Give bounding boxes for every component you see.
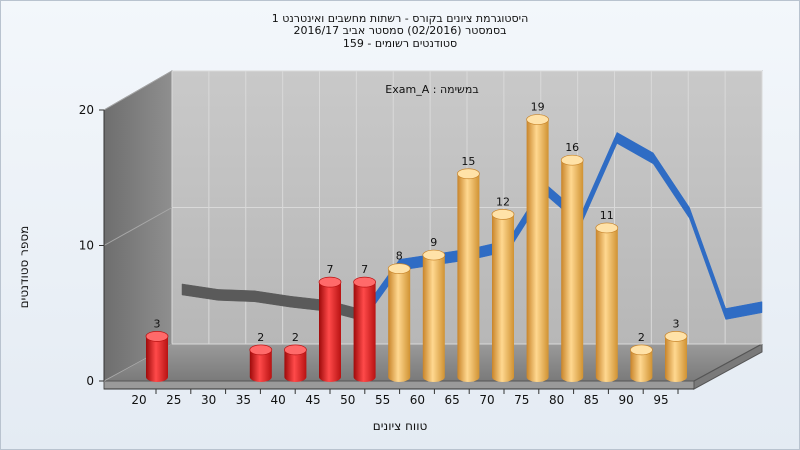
chart-title-line-3: סטודנטים רשומים - 159 bbox=[342, 37, 458, 50]
x-tick-label: 65 bbox=[445, 393, 460, 407]
bar-80-85-top bbox=[560, 154, 584, 166]
x-tick-label: 25 bbox=[166, 393, 181, 407]
floor-front-edge bbox=[103, 380, 695, 390]
bar-40-45-top bbox=[284, 344, 307, 356]
bar-60-65-body bbox=[422, 255, 445, 382]
bar-80-85-body bbox=[561, 160, 584, 382]
data-label-65-70: 15 bbox=[461, 155, 475, 168]
trend-segment bbox=[218, 289, 255, 303]
bar-65-70-body bbox=[457, 173, 480, 382]
bar-70-75-body bbox=[492, 214, 514, 382]
data-label-45-50: 7 bbox=[327, 263, 334, 276]
data-label-60-65: 9 bbox=[430, 236, 437, 249]
grid-line-side bbox=[103, 207, 173, 246]
data-label-80-85: 16 bbox=[565, 141, 579, 154]
bar-20-25-top bbox=[145, 331, 169, 342]
chart-title-line-2: בסמסטר (02/2016) סמסטר אביב 2016/17 bbox=[293, 24, 507, 37]
bar-70-75-top bbox=[491, 209, 515, 220]
bar-65-70-top bbox=[457, 168, 480, 180]
bar-75-80-body bbox=[526, 119, 549, 383]
bar-55-60-top bbox=[387, 263, 411, 274]
bar-50-55-top bbox=[353, 276, 376, 288]
x-tick-label: 50 bbox=[340, 393, 355, 407]
y-tick-label: 20 bbox=[79, 103, 94, 117]
bar-95-100-body bbox=[665, 336, 687, 382]
bar-35-40 bbox=[249, 344, 273, 382]
x-tick-label: 85 bbox=[584, 393, 599, 407]
data-label-35-40: 2 bbox=[257, 331, 264, 344]
exam-annotation: Exam_A : במשימה bbox=[385, 83, 478, 96]
bar-85-90-body bbox=[595, 227, 618, 382]
bar-90-95-top bbox=[630, 344, 653, 356]
bar-80-85 bbox=[560, 154, 584, 382]
data-label-90-95: 2 bbox=[638, 331, 645, 344]
data-label-20-25: 3 bbox=[154, 317, 161, 330]
bar-85-90-top bbox=[595, 222, 619, 234]
bar-60-65 bbox=[422, 249, 446, 382]
grid-line-side bbox=[103, 70, 173, 111]
x-axis-label: טווח ציונים bbox=[372, 419, 428, 433]
bar-55-60 bbox=[387, 263, 411, 382]
y-tick-label: 0 bbox=[86, 374, 94, 388]
bar-20-25-body bbox=[146, 336, 168, 382]
bar-70-75 bbox=[491, 209, 515, 382]
bar-65-70 bbox=[457, 168, 480, 382]
data-label-40-45: 2 bbox=[292, 331, 299, 344]
bar-95-100-top bbox=[664, 331, 688, 342]
bar-45-50 bbox=[318, 276, 342, 382]
x-tick-label: 80 bbox=[549, 393, 564, 407]
x-tick-label: 95 bbox=[653, 393, 668, 407]
bar-85-90 bbox=[595, 222, 619, 382]
x-tick-label: 75 bbox=[514, 393, 529, 407]
x-tick-label: 35 bbox=[236, 393, 251, 407]
x-tick-label: 30 bbox=[201, 393, 216, 407]
bar-50-55 bbox=[353, 276, 376, 382]
bar-90-95 bbox=[630, 344, 653, 382]
bar-95-100 bbox=[664, 331, 688, 382]
bar-40-45-body bbox=[284, 349, 307, 382]
x-tick-label: 45 bbox=[305, 393, 320, 407]
x-tick-label: 40 bbox=[271, 393, 286, 407]
floor-side-edge bbox=[693, 343, 763, 390]
data-label-85-90: 11 bbox=[600, 209, 614, 222]
bar-55-60-body bbox=[388, 268, 411, 382]
bar-35-40-top bbox=[249, 344, 273, 356]
x-tick-label: 70 bbox=[479, 393, 494, 407]
trend-segment bbox=[725, 301, 763, 320]
data-label-95-100: 3 bbox=[673, 317, 680, 330]
bar-45-50-top bbox=[318, 276, 342, 288]
bar-45-50-body bbox=[319, 282, 341, 382]
bar-50-55-body bbox=[353, 282, 376, 382]
bar-75-80-top bbox=[526, 114, 549, 125]
x-tick-label: 90 bbox=[619, 393, 634, 407]
x-tick-label: 60 bbox=[410, 393, 425, 407]
bar-40-45 bbox=[284, 344, 307, 382]
bar-60-65-top bbox=[422, 249, 446, 261]
bar-35-40-body bbox=[249, 349, 272, 382]
bar-90-95-body bbox=[630, 349, 653, 382]
chart-title-line-1: היסטוגרמת ציונים בקורס - רשתות מחשבים וא… bbox=[271, 12, 529, 25]
bar-75-80 bbox=[526, 114, 549, 383]
y-tick-label: 10 bbox=[79, 239, 94, 253]
data-label-50-55: 7 bbox=[361, 263, 368, 276]
data-label-75-80: 19 bbox=[531, 101, 545, 114]
bar-20-25 bbox=[145, 331, 169, 382]
x-tick-label: 20 bbox=[131, 393, 146, 407]
x-tick-label: 55 bbox=[375, 393, 390, 407]
data-label-55-60: 8 bbox=[396, 250, 403, 263]
data-label-70-75: 12 bbox=[496, 195, 510, 208]
